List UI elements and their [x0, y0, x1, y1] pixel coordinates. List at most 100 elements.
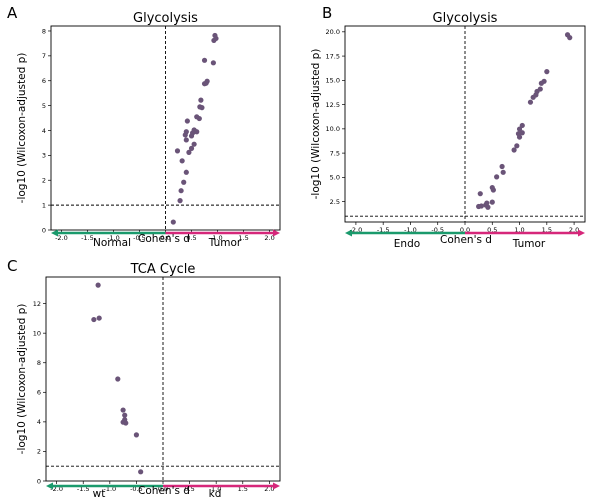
data-point	[500, 169, 506, 175]
panel-c: C TCA Cycle -2.0 -1.5 -1.0 -0.5 0.0 0.5 1.0 1.5 2.…	[7, 257, 281, 500]
panel-a: A Glycolysis -2.0 -1.5 -1.0 -0.5 0.0 0.5 1.0 1.5 2…	[7, 4, 281, 249]
y-tick-label: 4	[42, 127, 46, 135]
y-tick-label: 6	[42, 77, 46, 85]
data-point	[567, 35, 573, 41]
data-point	[177, 198, 183, 204]
y-tick-label: 4	[37, 418, 41, 426]
data-point	[211, 37, 217, 44]
panel-letter: B	[322, 4, 332, 22]
x-tick-label: -1.0	[103, 485, 116, 493]
right-arrowhead	[273, 229, 280, 237]
data-point	[178, 188, 184, 194]
group-label-right: Tumor	[512, 238, 546, 250]
x-tick-label: -1.5	[377, 226, 390, 234]
left-arrowhead	[46, 482, 53, 490]
group-label-right: Tumor	[208, 237, 242, 249]
data-point	[133, 432, 140, 438]
data-point	[95, 282, 101, 288]
data-point	[494, 174, 500, 180]
right-arrowhead	[273, 482, 280, 490]
x-tick-label: -1.5	[81, 234, 94, 242]
y-tick-label: 5	[42, 102, 46, 110]
group-label-left: Normal	[93, 237, 131, 249]
x-tick-label: 0.5	[487, 226, 497, 234]
data-point	[123, 420, 129, 426]
data-point	[210, 60, 216, 66]
x-tick-label: -2.0	[50, 485, 63, 493]
data-point	[188, 133, 195, 139]
x-tick-label: 1.0	[211, 485, 221, 493]
left-arrowhead	[51, 229, 58, 237]
y-tick-label: 3	[42, 152, 46, 160]
y-tick-label: 7.5	[330, 149, 340, 157]
y-tick-label: 5.0	[330, 174, 340, 182]
y-tick-label: 8	[37, 359, 41, 367]
y-tick-label: 12.5	[326, 101, 340, 109]
x-tick-label: -1.0	[107, 234, 120, 242]
right-arrowhead	[578, 229, 585, 237]
data-point	[544, 69, 550, 75]
data-point	[91, 316, 97, 323]
x-tick-label: -0.5	[130, 485, 143, 493]
x-tick-label: 1.5	[542, 226, 552, 234]
data-point	[182, 132, 188, 138]
x-tick-label: 2.0	[569, 226, 579, 234]
y-tick-label: 10.0	[326, 125, 340, 133]
y-tick-label: 0	[42, 226, 46, 234]
data-point	[198, 97, 204, 103]
x-tick-label: 0.5	[184, 485, 194, 493]
x-tick-label: -2.0	[350, 226, 363, 234]
x-tick-label: -1.0	[404, 226, 417, 234]
data-point	[138, 469, 144, 475]
data-point	[519, 122, 525, 129]
y-tick-label: 1	[42, 201, 46, 209]
x-tick-label: 0.0	[160, 234, 170, 242]
x-tick-label: 2.0	[264, 485, 274, 493]
y-tick-label: 10	[33, 329, 41, 337]
data-point	[120, 407, 126, 413]
data-point	[191, 141, 197, 147]
data-point	[490, 187, 496, 193]
group-label-left: Endo	[394, 238, 420, 250]
x-tick-label: -0.5	[431, 226, 444, 234]
data-point	[184, 118, 190, 124]
chart-title: TCA Cycle	[130, 262, 196, 277]
data-point	[194, 129, 200, 135]
x-tick-label: -0.5	[133, 234, 146, 242]
chart-title: Glycolysis	[133, 11, 198, 26]
data-point	[530, 94, 536, 100]
y-tick-label: 0	[37, 477, 41, 485]
data-point	[170, 219, 176, 225]
data-point	[514, 143, 520, 149]
x-tick-label: 0.0	[460, 226, 470, 234]
panel-b: B Glycolysis -2.0 -1.5 -1.0 -0.5 0.0 0.5 1.0 1.5 2…	[310, 4, 586, 250]
y-tick-label: 2	[42, 177, 46, 185]
x-tick-label: 1.5	[238, 485, 248, 493]
y-axis-label: -log10 (Wilcoxon-adjusted p)	[16, 304, 28, 455]
data-point	[183, 169, 189, 175]
x-axis-label: Cohen's d	[138, 233, 190, 245]
group-label-left: wt	[93, 488, 106, 500]
group-label-right: kd	[209, 488, 222, 500]
y-tick-label: 20.0	[326, 28, 340, 36]
y-axis-label: -log10 (Wilcoxon-adjusted p)	[16, 53, 28, 204]
data-point	[538, 80, 544, 86]
data-point	[186, 149, 192, 155]
x-tick-label: 0.0	[158, 485, 168, 493]
y-tick-label: 2	[37, 448, 41, 456]
x-tick-label: -2.0	[55, 234, 68, 242]
data-point	[201, 81, 208, 87]
data-point	[476, 203, 482, 210]
panel-letter: A	[7, 4, 18, 22]
data-point	[115, 376, 121, 382]
data-point	[196, 115, 202, 122]
y-tick-label: 2.5	[330, 198, 340, 206]
y-tick-label: 6	[37, 389, 41, 397]
data-point	[199, 105, 205, 111]
data-point	[516, 134, 523, 140]
data-point	[181, 179, 187, 185]
data-point	[96, 315, 102, 321]
data-point	[516, 126, 523, 132]
data-point	[179, 158, 185, 164]
